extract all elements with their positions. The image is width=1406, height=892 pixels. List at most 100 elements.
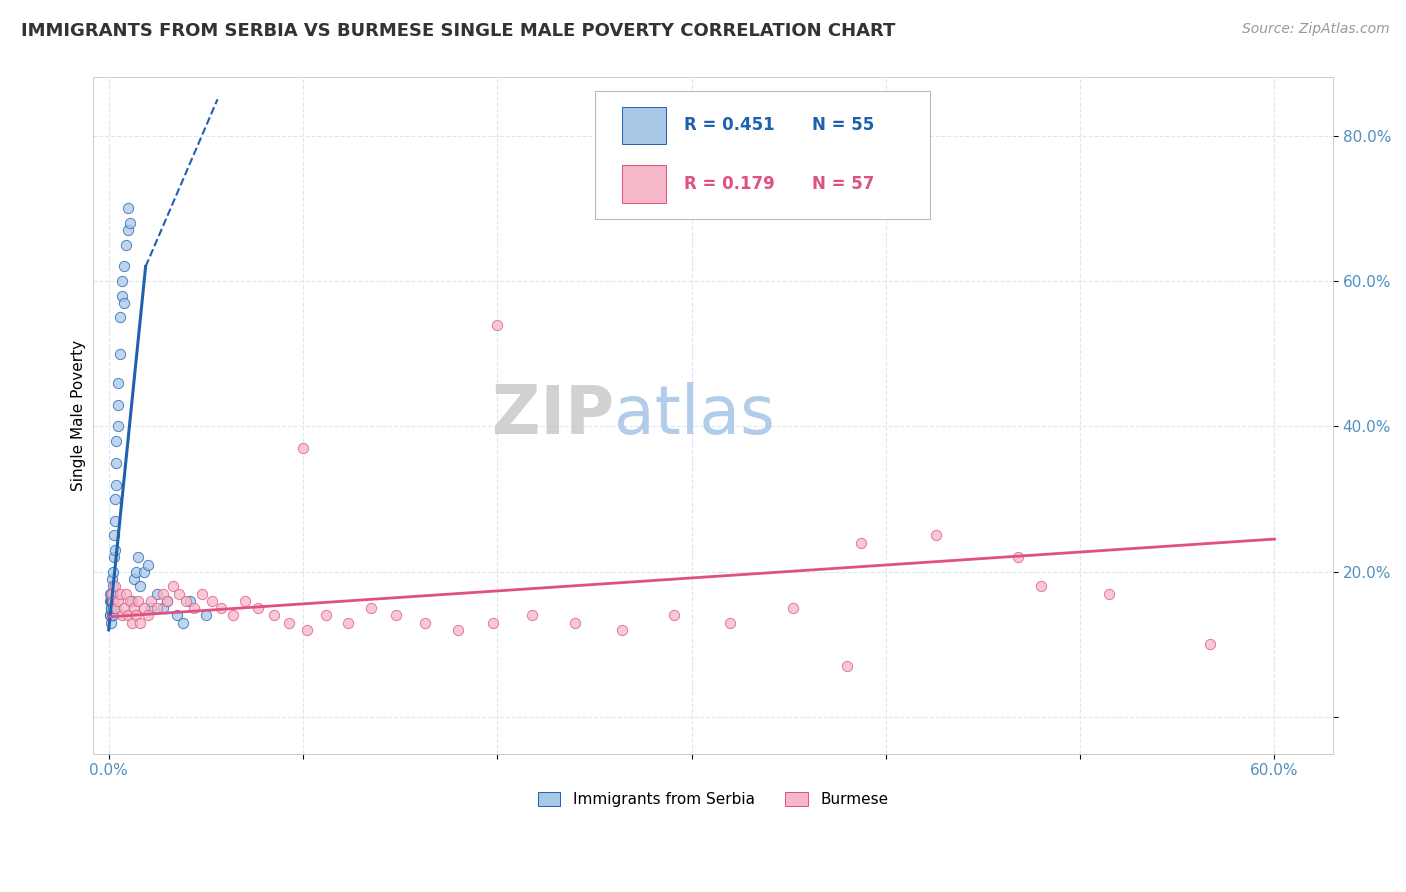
Point xyxy=(100,586,122,600)
Point xyxy=(125,565,148,579)
Point xyxy=(1098,586,1121,600)
Point xyxy=(136,608,159,623)
Point xyxy=(128,615,150,630)
Point xyxy=(482,615,505,630)
Point xyxy=(167,586,190,600)
Point xyxy=(156,594,179,608)
Point xyxy=(1199,638,1222,652)
Point xyxy=(152,586,174,600)
Point xyxy=(447,623,470,637)
Y-axis label: Single Male Poverty: Single Male Poverty xyxy=(72,340,86,491)
Point xyxy=(98,594,121,608)
Point xyxy=(111,288,134,302)
Point xyxy=(103,492,125,507)
Text: N = 55: N = 55 xyxy=(813,116,875,134)
Point xyxy=(104,477,127,491)
Point xyxy=(152,601,174,615)
Point xyxy=(662,608,685,623)
Point xyxy=(122,572,145,586)
Point xyxy=(278,615,301,630)
Point xyxy=(120,216,142,230)
Point xyxy=(166,608,188,623)
Point xyxy=(103,514,125,528)
Point xyxy=(295,623,318,637)
Point xyxy=(162,579,184,593)
Text: R = 0.179: R = 0.179 xyxy=(685,175,775,193)
Point xyxy=(835,659,858,673)
Point xyxy=(201,594,224,608)
Point xyxy=(100,601,122,615)
Point xyxy=(101,579,124,593)
Point xyxy=(1031,579,1053,593)
Point xyxy=(141,594,163,608)
Text: Source: ZipAtlas.com: Source: ZipAtlas.com xyxy=(1241,22,1389,37)
Point xyxy=(849,535,872,549)
Point xyxy=(110,586,132,600)
Point xyxy=(925,528,948,542)
Point xyxy=(141,601,163,615)
Point xyxy=(336,615,359,630)
Point xyxy=(315,608,337,623)
Point xyxy=(112,601,135,615)
Point xyxy=(112,260,135,274)
Point xyxy=(132,565,155,579)
Point xyxy=(115,586,138,600)
Point xyxy=(103,579,125,593)
FancyBboxPatch shape xyxy=(595,91,929,219)
Point xyxy=(194,608,217,623)
Point xyxy=(128,579,150,593)
Point xyxy=(101,594,124,608)
Point xyxy=(263,608,285,623)
Point xyxy=(146,586,169,600)
Point xyxy=(110,310,132,325)
Point xyxy=(105,456,128,470)
Point xyxy=(179,594,201,608)
Point xyxy=(1007,550,1029,565)
Point xyxy=(101,565,124,579)
Point xyxy=(115,237,138,252)
Point xyxy=(98,608,121,623)
Point xyxy=(233,594,256,608)
Point xyxy=(172,615,194,630)
Point xyxy=(110,347,132,361)
Text: N = 57: N = 57 xyxy=(813,175,875,193)
Point xyxy=(522,608,544,623)
Point xyxy=(222,608,245,623)
Point xyxy=(117,608,139,623)
Point xyxy=(415,615,437,630)
Point xyxy=(100,615,122,630)
Point xyxy=(101,608,124,623)
Point xyxy=(125,608,148,623)
Point xyxy=(100,594,122,608)
Point xyxy=(292,441,315,455)
Point xyxy=(103,550,125,565)
Point xyxy=(121,615,143,630)
Text: R = 0.451: R = 0.451 xyxy=(685,116,775,134)
Point xyxy=(101,594,124,608)
Point xyxy=(100,586,122,600)
Point xyxy=(98,586,121,600)
Point xyxy=(107,419,129,434)
Point xyxy=(385,608,408,623)
Point xyxy=(100,594,122,608)
Point xyxy=(98,608,121,623)
Point xyxy=(127,594,149,608)
Point xyxy=(111,274,134,288)
Point xyxy=(564,615,586,630)
Point xyxy=(103,543,125,558)
Point xyxy=(610,623,633,637)
Point xyxy=(209,601,232,615)
Point xyxy=(121,594,143,608)
FancyBboxPatch shape xyxy=(623,106,666,144)
Point xyxy=(247,601,270,615)
Point xyxy=(111,608,134,623)
Point xyxy=(107,594,129,608)
Point xyxy=(107,376,129,390)
Point xyxy=(122,601,145,615)
FancyBboxPatch shape xyxy=(623,165,666,202)
Point xyxy=(782,601,804,615)
Point xyxy=(107,398,129,412)
Point xyxy=(127,550,149,565)
Point xyxy=(120,594,142,608)
Point xyxy=(105,601,128,615)
